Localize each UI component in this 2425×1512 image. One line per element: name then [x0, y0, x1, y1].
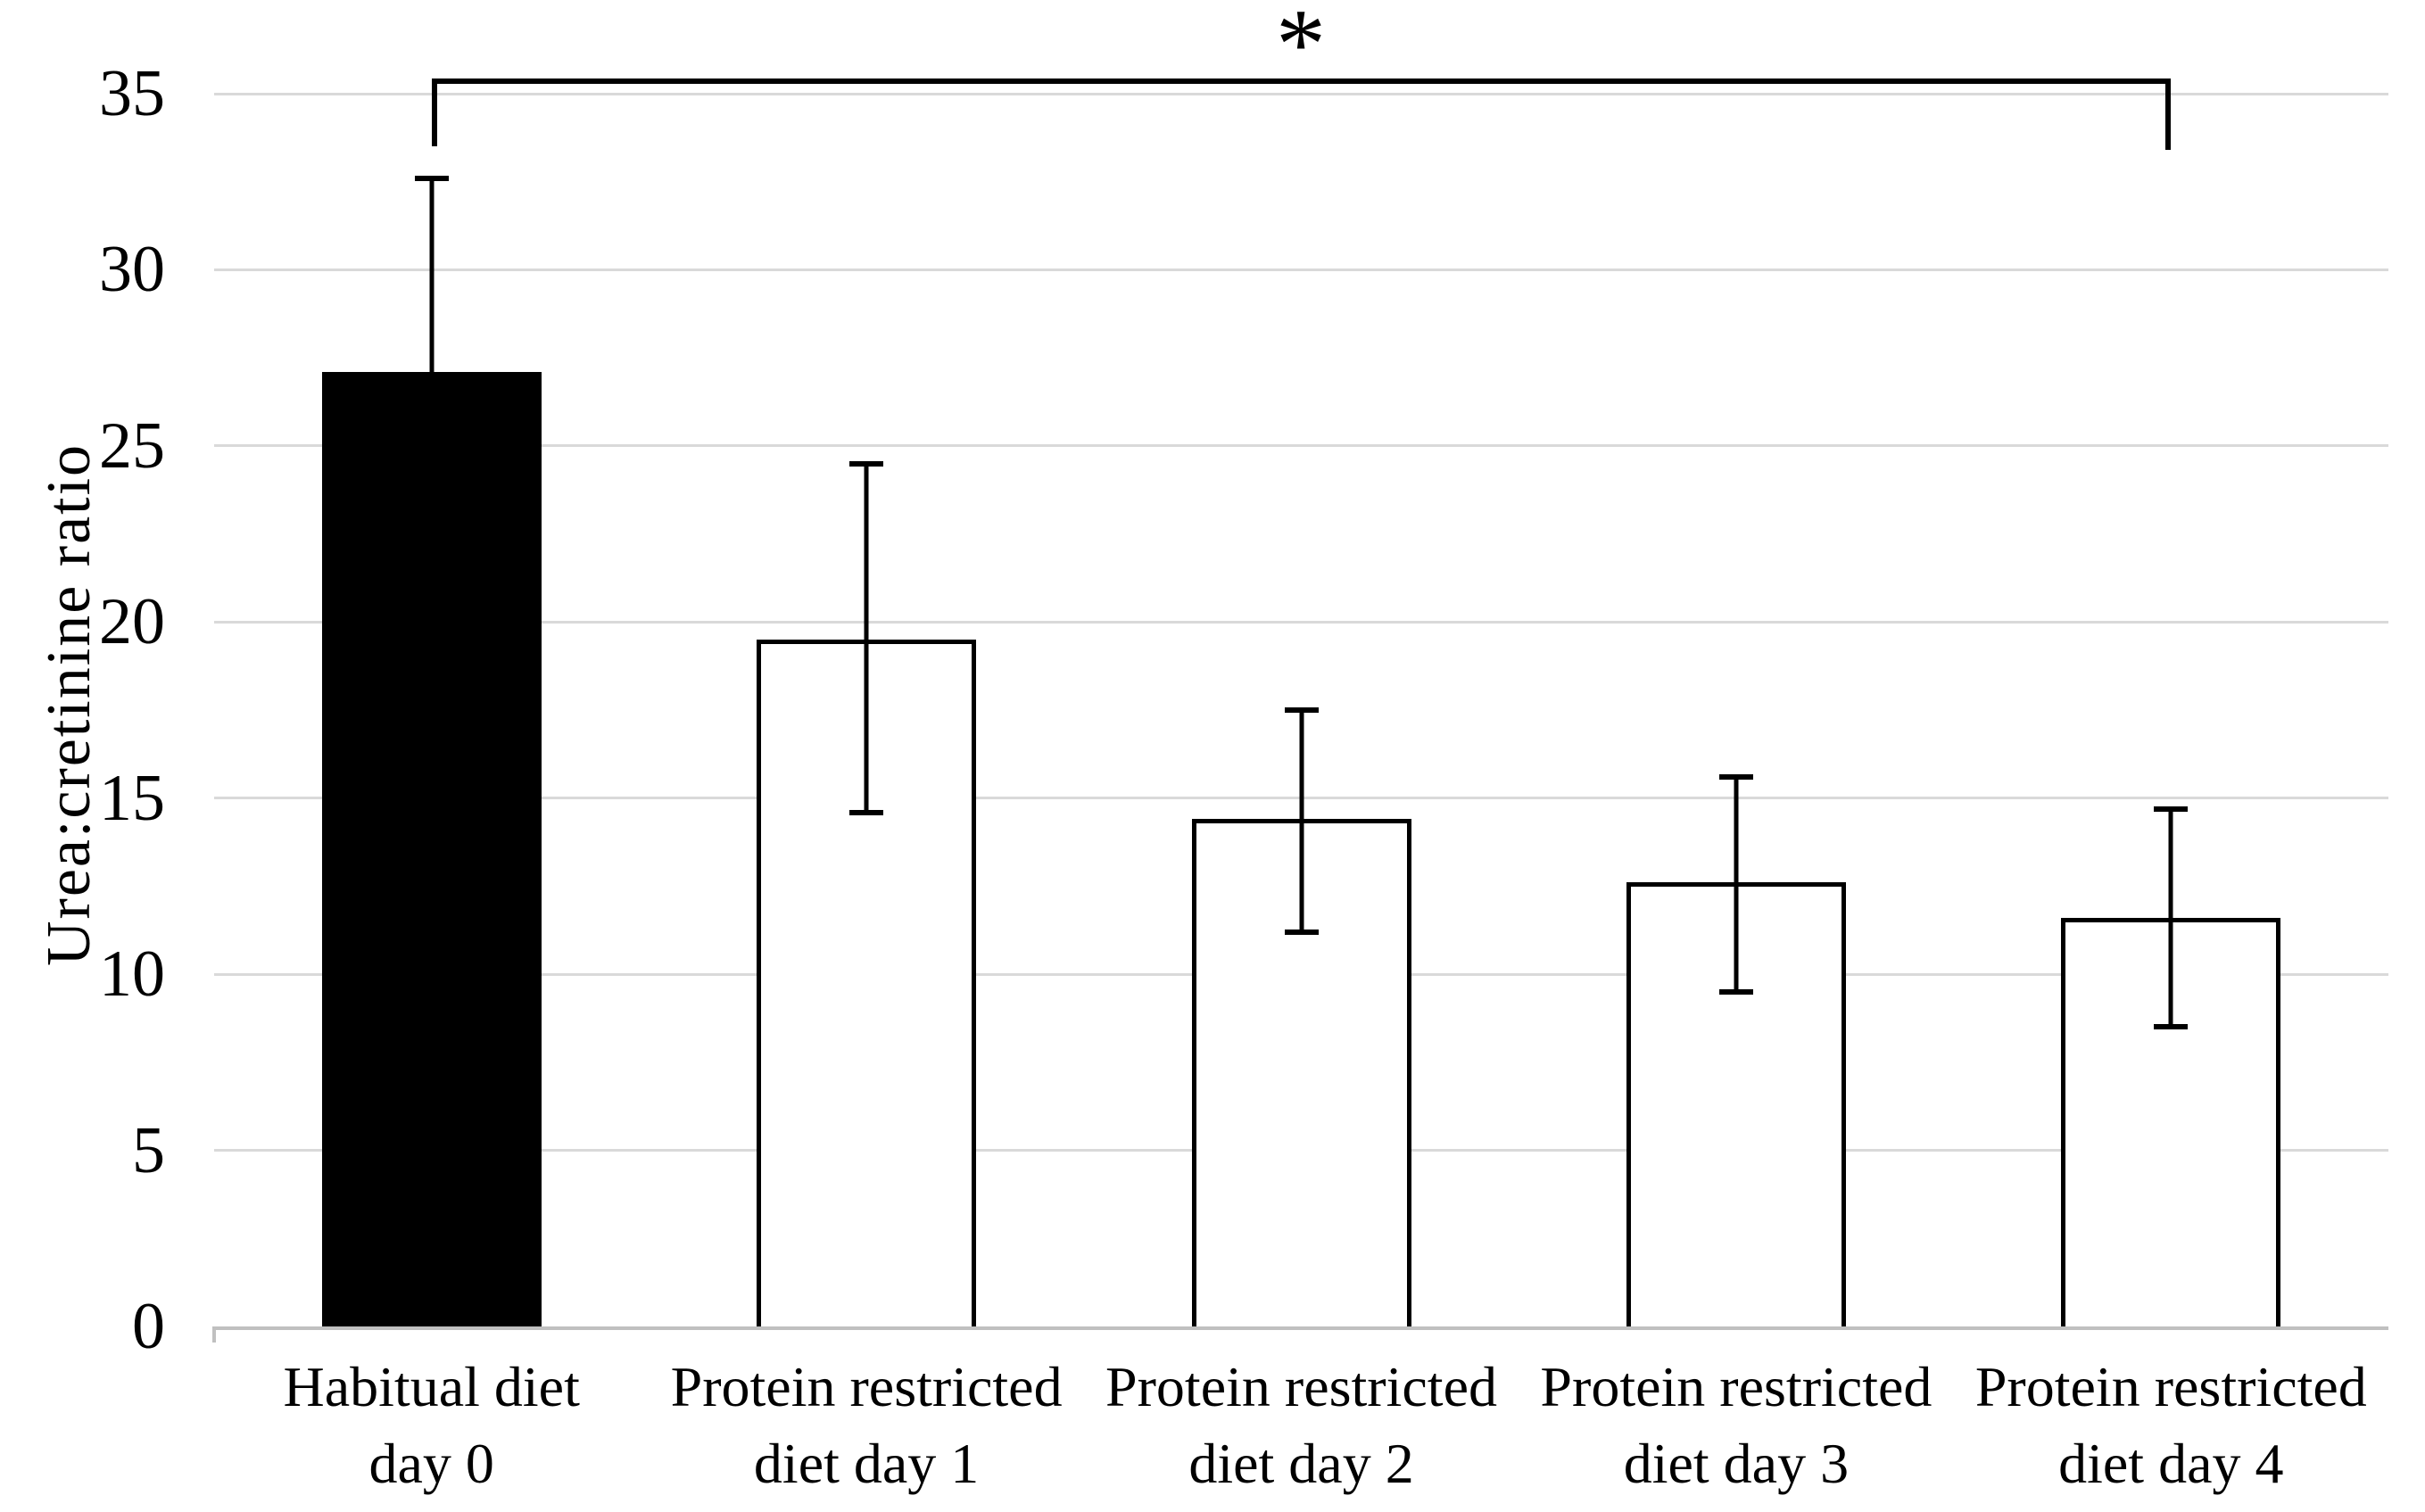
x-axis-origin-tick	[212, 1326, 216, 1343]
x-category-label: Habitual diet day 0	[284, 1349, 580, 1502]
y-tick-label: 30	[99, 233, 165, 307]
significance-bracket-left-tick	[431, 78, 437, 146]
x-category-label-line: Protein restricted	[670, 1355, 1063, 1418]
x-category-label: Protein restricted diet day 1	[671, 1349, 1063, 1502]
x-category-label-line: Protein restricted	[1105, 1355, 1497, 1418]
y-axis-title: Urea:cretinine ratio	[35, 442, 103, 967]
significance-bracket-line	[431, 78, 2172, 84]
x-category-label: Protein restricted diet day 4	[1975, 1349, 2367, 1502]
x-category-label-line: Habitual diet	[283, 1355, 580, 1418]
gridline-20	[214, 620, 2388, 624]
error-bar-top-cap	[1718, 774, 1753, 781]
error-bar-bottom-cap	[2154, 1024, 2189, 1030]
x-category-label: Protein restricted diet day 2	[1105, 1349, 1497, 1502]
error-bar	[1734, 777, 1739, 992]
error-bar	[2168, 808, 2173, 1028]
error-bar-top-cap	[849, 460, 884, 467]
x-category-label-line: diet day 1	[753, 1432, 980, 1495]
significance-bracket-right-tick	[2165, 78, 2172, 150]
bar-1	[321, 371, 542, 1326]
error-bar	[429, 178, 435, 372]
x-axis-line	[214, 1326, 2388, 1330]
x-category-label: Protein restricted diet day 3	[1540, 1349, 1932, 1502]
gridline-35	[214, 92, 2388, 95]
x-category-label-line: diet day 2	[1188, 1432, 1414, 1495]
x-category-label-line: diet day 3	[1623, 1432, 1850, 1495]
y-tick-label: 20	[99, 585, 165, 659]
error-bar-top-cap	[1284, 707, 1319, 713]
y-tick-label: 5	[132, 1113, 165, 1187]
error-bar	[864, 463, 869, 813]
x-category-label-line: Protein restricted	[1540, 1355, 1933, 1418]
x-category-label-line: diet day 4	[2058, 1432, 2284, 1495]
error-bar-top-cap	[2154, 806, 2189, 812]
y-tick-label: 0	[132, 1290, 165, 1363]
x-category-label-line: day 0	[368, 1432, 494, 1495]
gridline-25	[214, 444, 2388, 448]
y-tick-label: 10	[99, 938, 165, 1012]
y-tick-label: 35	[99, 57, 165, 130]
error-bar-bottom-cap	[1284, 929, 1319, 935]
x-category-label-line: Protein restricted	[1974, 1355, 2367, 1418]
error-bar-top-cap	[414, 175, 449, 181]
y-tick-label: 25	[99, 409, 165, 483]
error-bar-bottom-cap	[1718, 988, 1753, 995]
error-bar-bottom-cap	[849, 809, 884, 815]
error-bar	[1299, 710, 1304, 932]
gridline-30	[214, 268, 2388, 271]
significance-asterisk: *	[1276, 0, 1326, 100]
y-tick-label: 15	[99, 761, 165, 835]
